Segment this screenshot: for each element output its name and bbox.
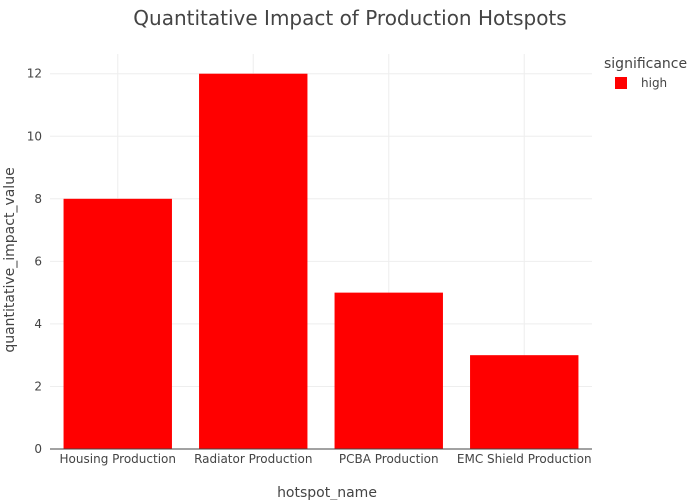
x-tick-label: Radiator Production [194, 452, 312, 466]
bar[interactable] [63, 198, 172, 449]
x-tick-label: EMC Shield Production [457, 452, 592, 466]
bar[interactable] [334, 292, 443, 449]
legend-title: significance [604, 56, 687, 72]
x-axis-title: hotspot_name [277, 485, 377, 500]
x-tick-label: PCBA Production [339, 452, 439, 466]
legend[interactable]: significance high [604, 56, 687, 90]
legend-swatch [615, 77, 627, 89]
y-tick-label: 10 [27, 129, 42, 143]
y-tick-label: 12 [27, 67, 42, 81]
x-tick-label: Housing Production [60, 452, 176, 466]
bars [63, 73, 579, 449]
bar[interactable] [470, 355, 579, 449]
legend-label: high [641, 76, 667, 90]
y-tick-label: 2 [34, 379, 42, 393]
y-tick-label: 4 [34, 317, 42, 331]
y-tick-label: 6 [34, 254, 42, 268]
legend-items: high [615, 76, 667, 90]
y-tick-label: 0 [34, 442, 42, 456]
y-axis-title: quantitative_impact_value [2, 167, 18, 352]
x-tick-labels: Housing Production Radiator Production PCB… [60, 452, 592, 466]
y-tick-label: 8 [34, 192, 42, 206]
y-tick-labels: 0 2 4 6 8 10 12 [27, 67, 42, 456]
bar[interactable] [199, 73, 308, 449]
chart-title: Quantitative Impact of Production Hotspo… [133, 6, 566, 30]
